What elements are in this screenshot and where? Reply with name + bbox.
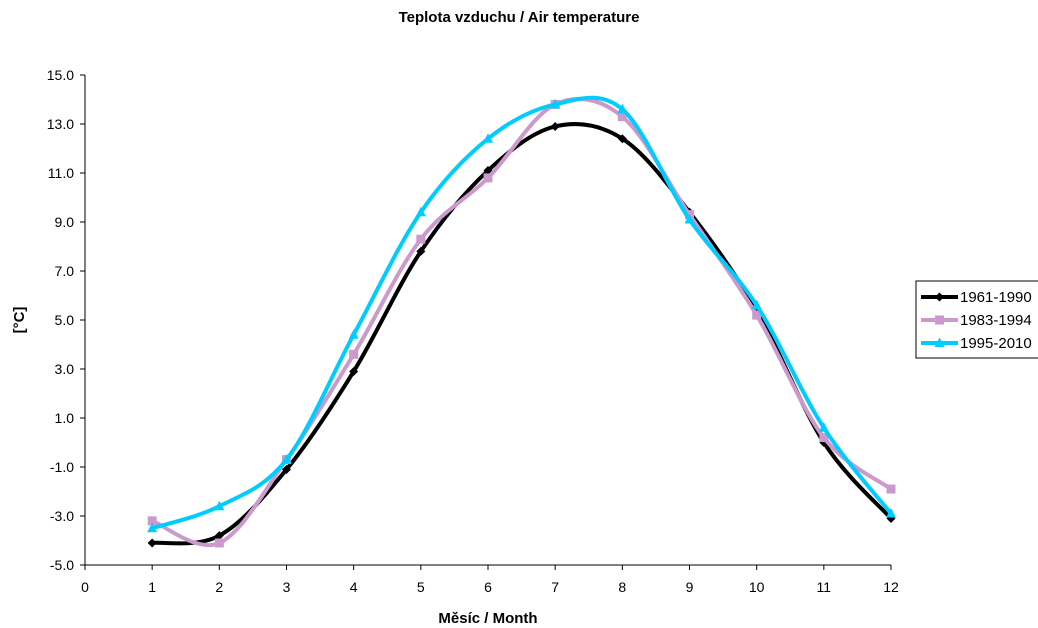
data-point [147, 516, 157, 526]
x-tick-label: 9 [686, 579, 694, 595]
x-tick-label: 2 [215, 579, 223, 595]
data-point [886, 484, 896, 494]
data-point [819, 433, 829, 443]
x-tick-label: 6 [484, 579, 492, 595]
y-tick-label: 15.0 [47, 67, 74, 83]
data-point [483, 133, 493, 143]
x-tick-label: 11 [817, 579, 832, 595]
x-tick-label: 1 [148, 579, 156, 595]
legend-label: 1961-1990 [960, 289, 1032, 306]
data-point [214, 538, 224, 548]
data-point [550, 98, 561, 109]
data-point [147, 522, 158, 533]
series-line [150, 95, 893, 531]
x-tick-label: 0 [81, 579, 89, 595]
chart-title: Teplota vzduchu / Air temperature [399, 9, 640, 26]
y-tick-label: 7.0 [55, 263, 75, 279]
data-point [617, 112, 627, 122]
data-point [751, 299, 762, 310]
x-tick-label: 7 [551, 579, 559, 595]
series-1995-2010 [147, 95, 896, 533]
x-ticks: 0 1 2 3 4 5 6 7 8 9 10 11 12 [81, 565, 899, 595]
data-point [214, 531, 224, 541]
y-tick-label: -1.0 [50, 459, 74, 475]
series-line [150, 96, 893, 548]
legend-swatch-marker [935, 315, 944, 325]
data-point [818, 422, 829, 432]
legend-swatch-marker [935, 292, 944, 302]
legend: 1961-1990 1983-1994 1995-2010 [915, 280, 1038, 359]
legend-label: 1995-2010 [960, 335, 1032, 352]
data-point [752, 310, 762, 320]
y-ticks: -5.0 -3.0 -1.0 1.0 3.0 5.0 7.0 9.0 11.0 13.0 15.0 [47, 67, 85, 573]
y-tick-label: 3.0 [55, 361, 75, 377]
data-point [282, 464, 291, 474]
data-point [214, 500, 225, 511]
series-1983-1994 [147, 96, 896, 548]
data-point [415, 206, 426, 217]
y-axis-label: [°C] [11, 307, 28, 334]
legend-swatch-marker [934, 337, 945, 347]
data-point [886, 508, 896, 518]
x-tick-label: 3 [283, 579, 291, 595]
data-point [483, 173, 493, 183]
axes [84, 75, 891, 566]
x-tick-label: 10 [749, 579, 765, 595]
data-point [617, 103, 628, 114]
y-tick-label: 11.0 [48, 165, 74, 181]
legend-label: 1983-1994 [960, 312, 1032, 329]
data-point [349, 366, 359, 376]
x-tick-label: 12 [883, 579, 899, 595]
y-tick-label: 1.0 [55, 410, 75, 426]
y-tick-label: -5.0 [50, 557, 74, 573]
y-tick-label: 13.0 [47, 116, 74, 132]
y-tick-label: 9.0 [55, 214, 75, 230]
data-point [550, 121, 560, 131]
data-point [684, 214, 695, 224]
y-tick-label: -3.0 [50, 508, 74, 524]
x-axis-label: Měsíc / Month [438, 610, 537, 627]
data-point [416, 246, 426, 256]
y-tick-label: 5.0 [55, 312, 75, 328]
x-tick-label: 4 [350, 579, 358, 595]
data-point [617, 134, 627, 144]
data-point [416, 234, 426, 244]
data-point [348, 329, 359, 339]
series-layer [147, 95, 896, 548]
data-point [147, 538, 157, 548]
data-point [281, 454, 292, 464]
x-tick-label: 5 [417, 579, 425, 595]
data-point [349, 349, 359, 359]
x-tick-label: 8 [618, 579, 626, 595]
